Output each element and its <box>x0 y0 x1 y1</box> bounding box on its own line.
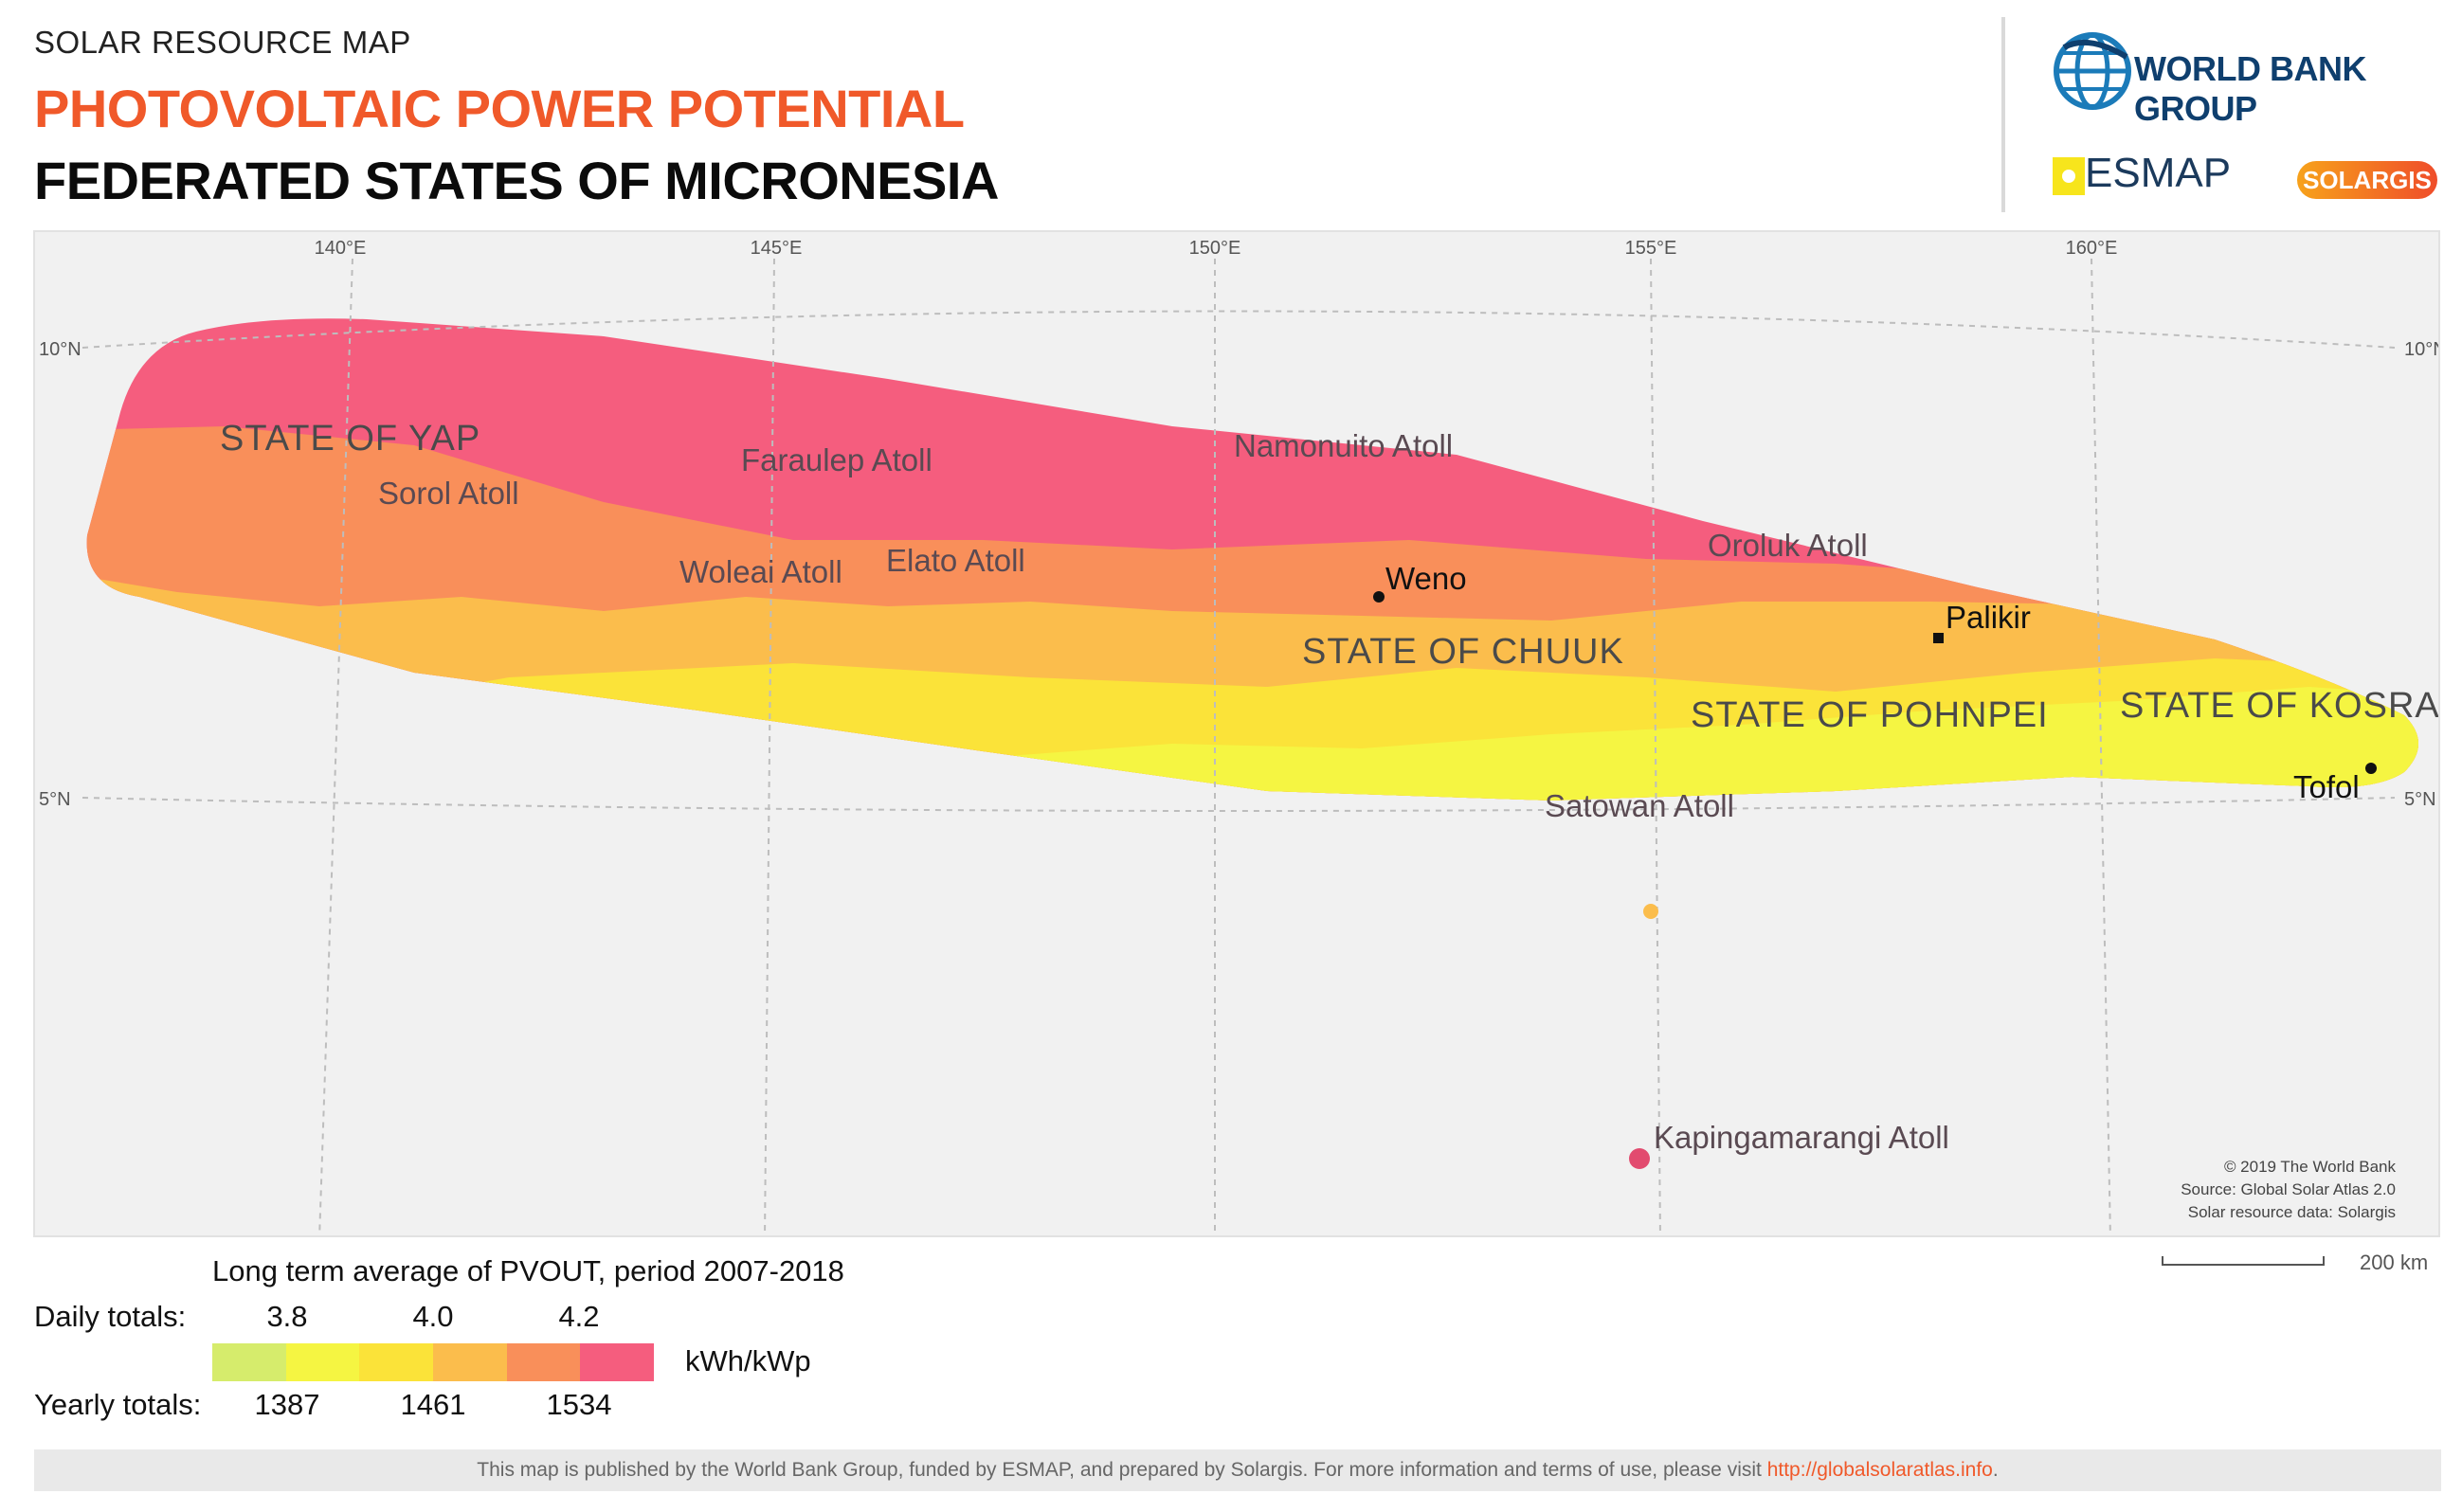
lon-label-155: 155°E <box>1625 238 1677 259</box>
pvout-band-bright-yellow <box>86 687 2418 801</box>
city-label-tofol: Tofol <box>2293 769 2360 804</box>
capital-marker-palikir <box>1933 633 1944 643</box>
legend-unit: kWh/kWp <box>685 1344 811 1377</box>
legend-daily-tick: 4.2 <box>558 1300 600 1333</box>
esmap-sun-icon <box>2053 157 2085 195</box>
lat-label-10n-left: 10°N <box>39 339 81 360</box>
map-credits: © 2019 The World Bank Source: Global Sol… <box>2181 1156 2396 1224</box>
city-label-weno: Weno <box>1385 561 1467 596</box>
esmap-logo-text: ESMAP <box>2085 150 2232 196</box>
legend-swatch <box>506 1343 581 1381</box>
footer-link[interactable]: http://globalsolaratlas.info <box>1766 1459 1993 1481</box>
meridian-160 <box>2091 258 2111 1235</box>
legend-yearly-tick: 1534 <box>546 1388 612 1421</box>
lon-label-150: 150°E <box>1189 238 1241 259</box>
legend-swatch <box>580 1343 655 1381</box>
atoll-marker-nukuoro <box>1643 904 1658 919</box>
city-label-palikir: Palikir <box>1946 600 2031 635</box>
map-panel[interactable]: 140°E 145°E 150°E 155°E 160°E 10°N 10°N … <box>33 230 2440 1237</box>
legend-swatch <box>359 1343 434 1381</box>
legend-color-scale <box>212 1343 655 1381</box>
lon-label-140: 140°E <box>315 238 367 259</box>
city-marker-tofol <box>2365 763 2377 774</box>
credit-line-solargis: Solar resource data: Solargis <box>2187 1203 2396 1221</box>
header-divider <box>2001 17 2005 212</box>
legend-swatch <box>433 1343 507 1381</box>
meridian-140 <box>318 258 353 1235</box>
place-label-elato: Elato Atoll <box>886 543 1025 578</box>
place-label-oroluk: Oroluk Atoll <box>1708 528 1868 563</box>
lat-label-5n-left: 5°N <box>39 789 71 810</box>
lat-label-10n-right: 10°N <box>2404 339 2440 360</box>
legend-daily-tick: 3.8 <box>266 1300 308 1333</box>
state-label-yap: STATE OF YAP <box>220 419 480 459</box>
atoll-marker-kapingamarangi <box>1629 1148 1650 1169</box>
parallel-5n <box>81 797 2396 812</box>
credit-line-source: Source: Global Solar Atlas 2.0 <box>2181 1180 2396 1198</box>
credit-line-copyright: © 2019 The World Bank <box>2223 1158 2396 1176</box>
legend-yearly-tick: 1461 <box>400 1388 466 1421</box>
legend-yearly-label: Yearly totals: <box>34 1388 202 1421</box>
meridian-145 <box>764 258 775 1235</box>
world-bank-logo-text: WORLD BANK GROUP <box>2134 49 2366 128</box>
state-label-chuuk: STATE OF CHUUK <box>1302 632 1624 672</box>
place-label-kapingamarangi: Kapingamarangi Atoll <box>1654 1120 1949 1155</box>
lat-label-5n-right: 5°N <box>2404 789 2436 810</box>
state-label-kosrae: STATE OF KOSRAE <box>2120 686 2440 726</box>
footer-bar: This map is published by the World Bank … <box>34 1449 2441 1491</box>
legend-swatch <box>212 1343 286 1381</box>
place-label-namonuito: Namonuito Atoll <box>1234 428 1453 463</box>
pvout-band-orange <box>86 426 2418 801</box>
place-label-satowan: Satowan Atoll <box>1545 788 1734 823</box>
world-bank-globe-icon <box>2054 32 2131 110</box>
meridian-155 <box>1650 258 1661 1235</box>
city-marker-weno <box>1373 591 1385 603</box>
footer-end: . <box>1992 1459 1999 1481</box>
legend-title: Long term average of PVOUT, period 2007-… <box>212 1254 844 1287</box>
footer-text: This map is published by the World Bank … <box>477 1459 1767 1481</box>
legend-daily-tick: 4.0 <box>412 1300 454 1333</box>
legend-swatch <box>285 1343 360 1381</box>
country-title: FEDERATED STATES OF MICRONESIA <box>34 151 999 210</box>
solargis-logo: SOLARGIS <box>2297 161 2437 199</box>
map-title: PHOTOVOLTAIC POWER POTENTIAL <box>34 79 965 138</box>
place-label-faraulep: Faraulep Atoll <box>741 442 932 477</box>
map-kicker: SOLAR RESOURCE MAP <box>34 25 411 60</box>
lon-label-160: 160°E <box>2066 238 2118 259</box>
lon-label-145: 145°E <box>751 238 803 259</box>
scale-bar <box>2162 1256 2325 1266</box>
map-canvas[interactable]: 140°E 145°E 150°E 155°E 160°E 10°N 10°N … <box>35 232 2440 1237</box>
legend-yearly-tick: 1387 <box>254 1388 320 1421</box>
legend-daily-label: Daily totals: <box>34 1300 187 1333</box>
state-label-pohnpei: STATE OF POHNPEI <box>1691 695 2049 735</box>
parallel-10n <box>81 310 2396 349</box>
place-label-sorol: Sorol Atoll <box>378 476 519 511</box>
scale-label: 200 km <box>2360 1251 2429 1274</box>
place-label-woleai: Woleai Atoll <box>679 554 842 589</box>
